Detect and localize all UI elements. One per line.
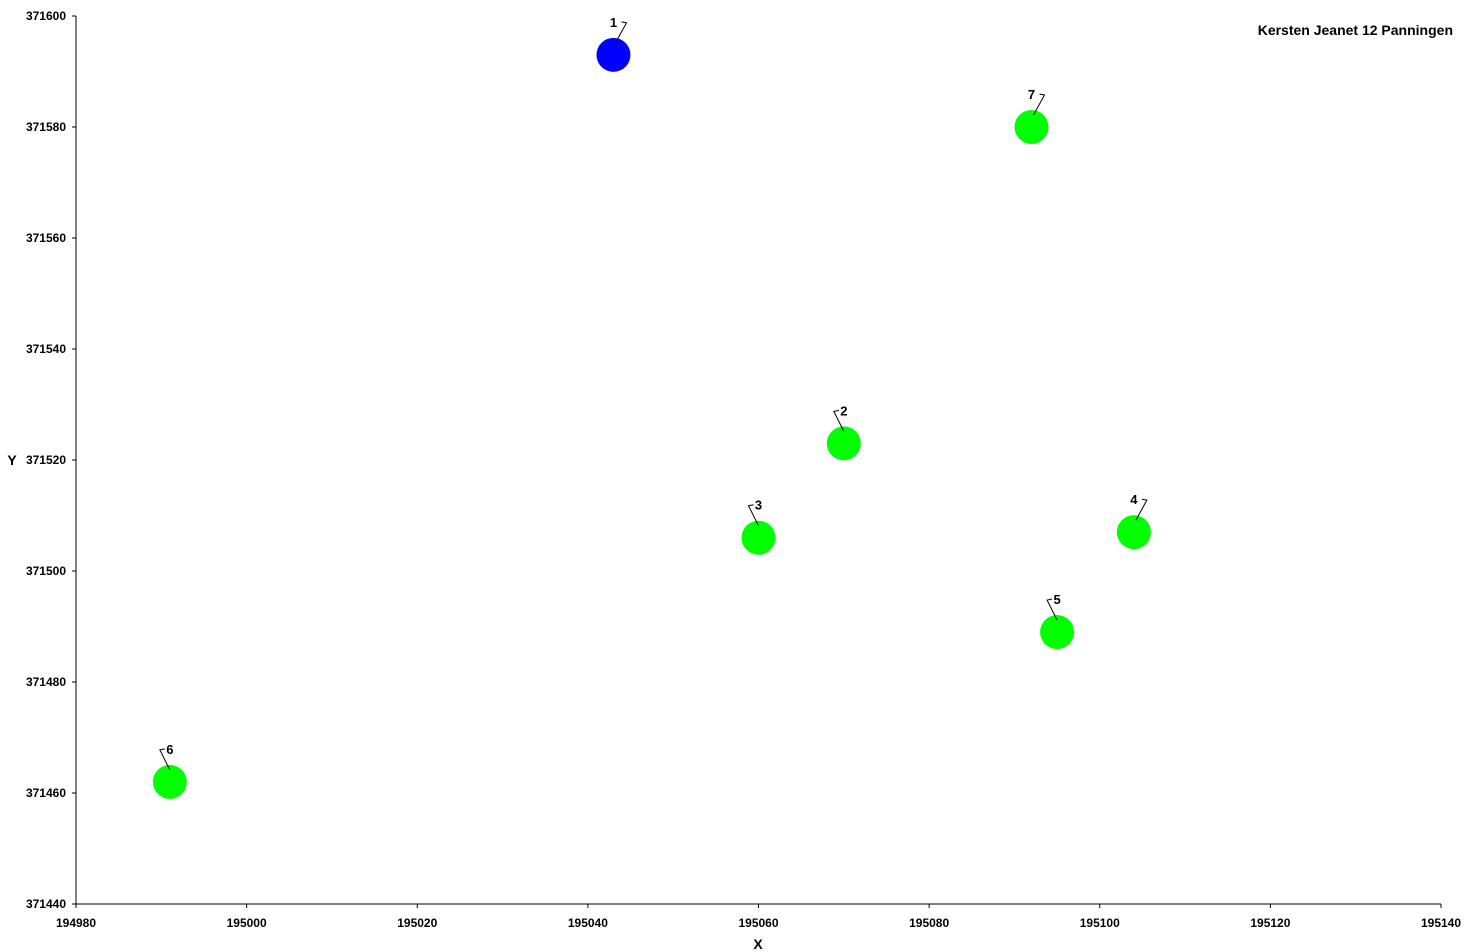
point-marker — [596, 37, 631, 72]
y-tick-label: 371540 — [26, 342, 66, 356]
leader-line — [159, 748, 171, 771]
point-label: 4 — [1130, 492, 1138, 507]
x-tick-label: 195040 — [568, 916, 608, 930]
x-tick-label: 195100 — [1080, 916, 1120, 930]
data-point-7: 7 — [1014, 87, 1049, 144]
x-tick-label: 195140 — [1421, 916, 1461, 930]
data-point-2: 2 — [826, 403, 861, 461]
point-marker — [1116, 515, 1151, 550]
point-marker — [1014, 110, 1049, 144]
y-tick-label: 371460 — [26, 786, 66, 800]
y-axis-title: Y — [7, 452, 17, 468]
x-tick-label: 195080 — [909, 916, 949, 930]
y-ticks: 371440 371460 371480 371500 371520 371540 3715… — [26, 9, 76, 911]
point-label: 2 — [840, 403, 847, 418]
point-marker — [826, 426, 861, 461]
leader-line — [833, 409, 845, 432]
x-axis-title: X — [753, 936, 763, 952]
x-tick-label: 195060 — [738, 916, 778, 930]
x-tick-label: 195120 — [1250, 916, 1290, 930]
point-marker — [741, 520, 776, 555]
y-tick-label: 371440 — [26, 897, 66, 911]
leader-line — [1046, 598, 1058, 621]
point-label: 3 — [755, 498, 762, 513]
y-tick-label: 371480 — [26, 675, 66, 689]
leader-line — [747, 504, 759, 526]
y-tick-label: 371560 — [26, 231, 66, 245]
point-label: 6 — [166, 742, 173, 757]
leader-line — [1033, 93, 1046, 116]
y-tick-label: 371500 — [26, 564, 66, 578]
y-tick-label: 371580 — [26, 120, 66, 134]
y-tick-label: 371600 — [26, 9, 66, 23]
data-point-3: 3 — [741, 498, 776, 555]
x-ticks: 194980 195000 195020 195040 195060 195080 1951… — [56, 904, 1461, 930]
point-marker — [152, 764, 187, 799]
leader-line — [615, 21, 628, 44]
leader-line — [1135, 498, 1148, 521]
point-label: 5 — [1053, 592, 1060, 607]
point-label: 7 — [1028, 87, 1035, 102]
point-marker — [1040, 615, 1075, 650]
x-tick-label: 195000 — [227, 916, 267, 930]
data-point-5: 5 — [1040, 592, 1075, 650]
x-tick-label: 195020 — [397, 916, 437, 930]
data-points: 1 2 3 4 5 6 7 — [152, 15, 1151, 799]
chart-title: Kersten Jeanet 12 Panningen — [1258, 22, 1453, 38]
x-tick-label: 194980 — [56, 916, 96, 930]
y-tick-label: 371520 — [26, 453, 66, 467]
point-label: 1 — [610, 15, 617, 30]
data-point-1: 1 — [596, 15, 631, 72]
axes — [75, 16, 1441, 905]
data-point-6: 6 — [152, 742, 187, 799]
data-point-4: 4 — [1116, 492, 1151, 550]
